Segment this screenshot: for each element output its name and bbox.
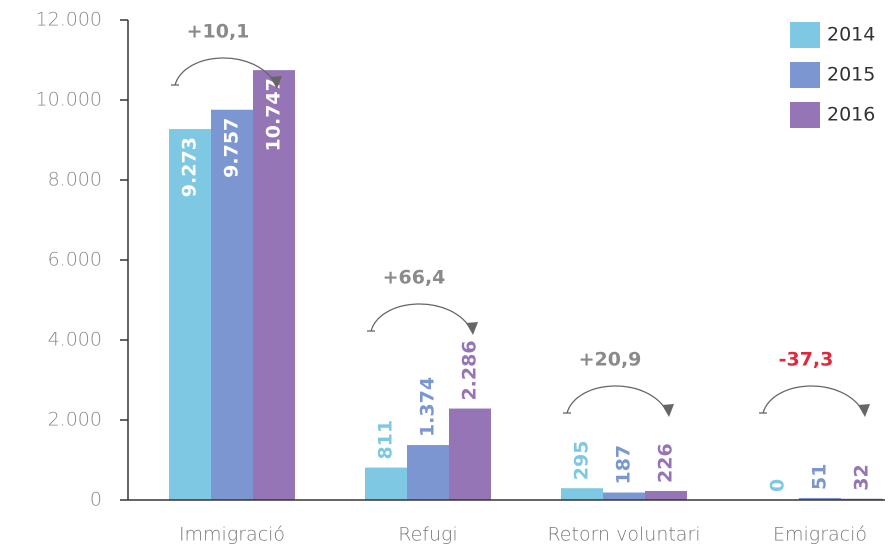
- y-tick-label: 8.000: [48, 169, 102, 191]
- bar: [169, 129, 211, 500]
- legend-swatch: [790, 22, 820, 48]
- arrowhead: [662, 404, 674, 417]
- value-label: 51: [809, 464, 831, 490]
- value-label: 0: [767, 479, 789, 492]
- bar: [407, 445, 449, 500]
- y-tick-label: 2.000: [48, 409, 102, 431]
- value-label: 2.286: [459, 340, 481, 400]
- bar: [561, 488, 603, 500]
- value-label: 295: [571, 441, 593, 481]
- y-tick-label: 4.000: [48, 329, 102, 351]
- value-label: 10.747: [263, 78, 285, 151]
- bar: [365, 467, 407, 500]
- bar: [645, 490, 687, 500]
- legend-label: 2015: [827, 64, 875, 86]
- x-tick-label: Immigració: [179, 524, 285, 546]
- value-label: 226: [655, 443, 677, 483]
- annotation: +20,9: [579, 349, 642, 371]
- annotation: +10,1: [187, 21, 250, 43]
- bar: [799, 497, 841, 500]
- bar: [253, 70, 295, 501]
- y-tick-label: 12.000: [36, 9, 102, 31]
- value-label: 187: [613, 445, 635, 485]
- annotation: -37,3: [779, 349, 834, 371]
- value-label: 32: [851, 464, 873, 490]
- legend-swatch: [790, 102, 820, 128]
- y-tick-label: 0: [90, 489, 102, 511]
- annotation-arrow: [566, 385, 669, 414]
- arrowhead: [466, 322, 478, 335]
- y-tick-label: 6.000: [48, 249, 102, 271]
- y-tick-label: 10.000: [36, 89, 102, 111]
- legend-label: 2016: [827, 104, 875, 126]
- bar: [449, 408, 491, 500]
- arrowhead: [270, 76, 282, 89]
- x-tick-label: Refugi: [398, 524, 457, 546]
- value-label: 811: [375, 420, 397, 460]
- bar: [211, 109, 253, 500]
- x-tick-label: Retorn voluntari: [547, 524, 700, 546]
- arrowhead: [858, 404, 870, 417]
- value-label: 1.374: [417, 377, 439, 437]
- annotation: +66,4: [383, 267, 446, 289]
- annotation-arrow: [762, 385, 865, 414]
- annotation-arrow: [174, 57, 277, 86]
- legend-swatch: [790, 62, 820, 88]
- value-label: 9.273: [179, 137, 201, 197]
- value-label: 9.757: [221, 118, 243, 178]
- x-tick-label: Emigració: [773, 524, 867, 546]
- legend-label: 2014: [827, 24, 875, 46]
- bar: [603, 492, 645, 500]
- annotation-arrow: [370, 303, 473, 332]
